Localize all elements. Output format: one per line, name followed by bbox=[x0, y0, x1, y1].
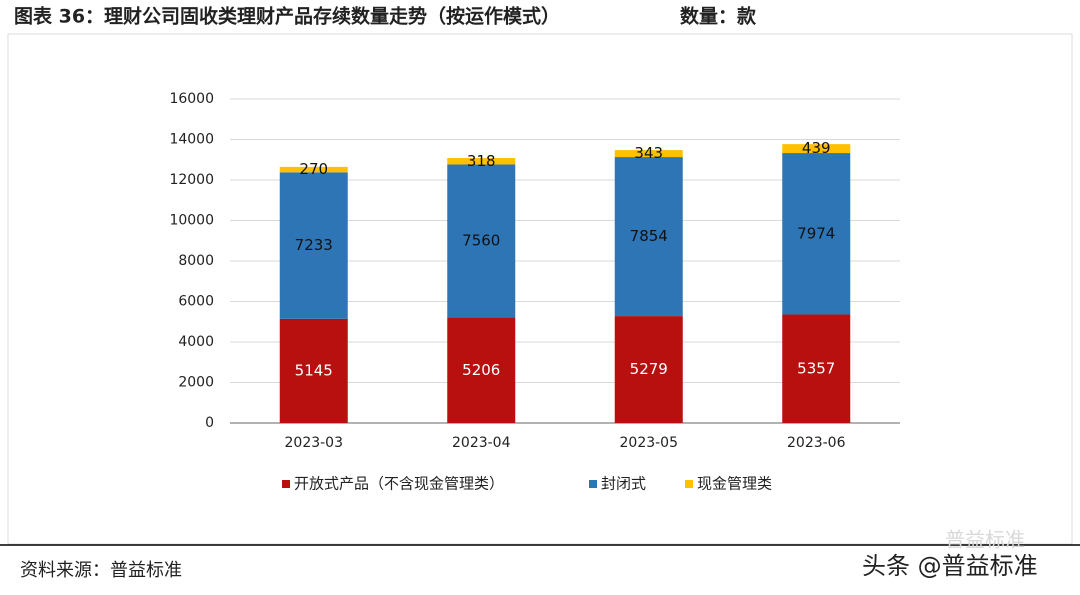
x-tick-label: 2023-04 bbox=[452, 435, 511, 451]
y-tick-label: 10000 bbox=[169, 213, 214, 229]
x-tick-label: 2023-05 bbox=[620, 435, 679, 451]
y-tick-label: 0 bbox=[205, 415, 214, 431]
bar-segment bbox=[447, 158, 516, 165]
x-tick-label: 2023-03 bbox=[285, 435, 344, 451]
y-tick-label: 14000 bbox=[169, 132, 214, 148]
y-tick-label: 6000 bbox=[178, 294, 214, 310]
data-label: 5206 bbox=[462, 361, 500, 379]
y-tick-label: 8000 bbox=[178, 253, 214, 269]
chart-frame bbox=[7, 33, 1073, 545]
legend-label: 现金管理类 bbox=[697, 475, 772, 493]
legend-label: 封闭式 bbox=[601, 475, 646, 493]
data-label: 5145 bbox=[295, 361, 333, 379]
legend-marker bbox=[685, 480, 693, 488]
bar-segment bbox=[279, 172, 348, 319]
bar-segment bbox=[782, 153, 851, 315]
data-label: 7233 bbox=[295, 236, 333, 254]
y-tick-label: 16000 bbox=[169, 91, 214, 107]
source-note: 资料来源：普益标准 bbox=[20, 560, 182, 581]
data-label: 439 bbox=[802, 139, 831, 157]
bar-segment bbox=[614, 150, 683, 158]
bar-segment bbox=[447, 164, 516, 318]
bar-segment bbox=[614, 316, 683, 423]
bar-segment bbox=[614, 157, 683, 317]
data-label: 270 bbox=[299, 160, 328, 178]
data-label: 7560 bbox=[462, 232, 500, 250]
y-tick-label: 4000 bbox=[178, 334, 214, 350]
legend-marker bbox=[282, 480, 290, 488]
figure-title: 图表 36：理财公司固收类理财产品存续数量走势（按运作模式） bbox=[14, 5, 560, 28]
y-tick-label: 12000 bbox=[169, 172, 214, 188]
data-label: 7974 bbox=[797, 224, 835, 242]
faint-watermark: 普益标准 bbox=[945, 528, 1025, 552]
bar-segment bbox=[782, 144, 851, 154]
data-label: 5357 bbox=[797, 359, 835, 377]
bar-segment bbox=[279, 318, 348, 423]
watermark: 头条 @普益标准 bbox=[862, 552, 1038, 580]
data-label: 5279 bbox=[630, 360, 668, 378]
legend-marker bbox=[589, 480, 597, 488]
unit-label: 数量：款 bbox=[680, 5, 757, 28]
bar-segment bbox=[782, 314, 851, 423]
y-tick-label: 2000 bbox=[178, 375, 214, 391]
data-label: 343 bbox=[634, 144, 663, 162]
data-label: 7854 bbox=[630, 227, 668, 245]
bar-segment bbox=[279, 166, 348, 173]
data-label: 318 bbox=[467, 152, 496, 170]
bar-segment bbox=[447, 317, 516, 423]
x-tick-label: 2023-06 bbox=[787, 435, 846, 451]
legend-label: 开放式产品（不含现金管理类） bbox=[294, 475, 504, 493]
